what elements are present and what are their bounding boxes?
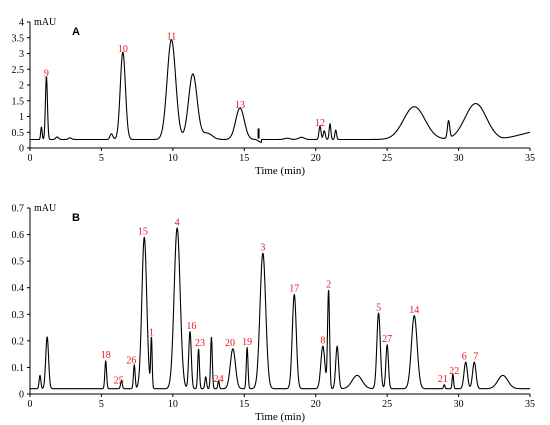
x-tick-label: 25 <box>382 399 392 410</box>
peak-label: 17 <box>289 284 299 295</box>
y-tick-label: 0.7 <box>12 204 25 215</box>
x-tick-label: 10 <box>168 399 178 410</box>
y-tick-label: 1 <box>19 112 24 123</box>
x-tick-label: 0 <box>28 153 33 164</box>
peak-label: 1 <box>149 328 154 339</box>
y-tick-label: 0.1 <box>12 363 25 374</box>
x-tick-label: 15 <box>239 399 249 410</box>
peak-label: 11 <box>167 32 177 43</box>
peak-label: 18 <box>101 350 111 361</box>
x-tick-label: 5 <box>99 399 104 410</box>
x-axis-label: Time (min) <box>255 411 305 423</box>
y-tick-label: 2.5 <box>12 65 25 76</box>
y-tick-label: 4 <box>19 18 24 29</box>
peak-label: 4 <box>175 217 180 228</box>
y-tick-label: 2 <box>19 81 24 92</box>
peak-label: 26 <box>126 355 136 366</box>
x-tick-label: 10 <box>168 153 178 164</box>
peak-label: 3 <box>260 243 265 254</box>
y-tick-label: 0 <box>19 390 24 401</box>
peak-label: 10 <box>118 44 128 55</box>
x-tick-label: 30 <box>454 399 464 410</box>
x-tick-label: 35 <box>525 153 535 164</box>
y-tick-label: 0.4 <box>12 283 25 294</box>
x-tick-label: 35 <box>525 399 535 410</box>
chromatogram-trace <box>29 39 531 144</box>
x-tick-label: 25 <box>382 153 392 164</box>
y-unit-label: mAU <box>34 17 57 28</box>
peak-label: 19 <box>242 337 252 348</box>
peak-label: 8 <box>320 336 325 347</box>
y-tick-label: 0.2 <box>12 336 25 347</box>
panel-B: 00.10.20.30.40.50.60.70 5 10 15 20 25 30 35mAUB… <box>12 203 536 423</box>
peak-label: 25 <box>114 375 124 386</box>
y-tick-label: 0.6 <box>12 230 25 241</box>
y-tick-label: 0 <box>19 144 24 155</box>
y-tick-label: 0.3 <box>12 310 25 321</box>
peak-label: 15 <box>138 227 148 238</box>
peak-label: 2 <box>326 280 331 291</box>
peak-label: 23 <box>195 338 205 349</box>
peak-label: 24 <box>214 374 224 385</box>
x-tick-label: 5 <box>99 153 104 164</box>
peak-label: 22 <box>449 366 459 377</box>
peak-label: 12 <box>315 118 325 129</box>
chromatogram-trace <box>29 227 531 390</box>
x-tick-label: 30 <box>454 153 464 164</box>
peak-label: 14 <box>409 305 419 316</box>
y-unit-label: mAU <box>34 203 57 214</box>
x-axis-label: Time (min) <box>255 165 305 177</box>
panel-A: 0 0.5 1 1.5 2 2.5 3 3.5 4 0 5 10 15 20 25 30 35 mAU A Time … <box>12 17 536 177</box>
peak-label: 27 <box>382 334 392 345</box>
x-tick-label: 20 <box>311 153 321 164</box>
peak-label: 20 <box>225 338 235 349</box>
y-tick-label: 3 <box>19 49 24 60</box>
y-tick-label: 3.5 <box>12 33 25 44</box>
x-tick-label: 15 <box>239 153 249 164</box>
peak-label: 6 <box>462 351 467 362</box>
x-tick-label: 0 <box>28 399 33 410</box>
panel-letter: A <box>72 26 80 38</box>
peak-label: 9 <box>44 68 49 79</box>
panel-letter: B <box>72 212 80 224</box>
peak-label: 7 <box>473 351 478 362</box>
x-tick-label: 20 <box>311 399 321 410</box>
peak-label: 5 <box>376 302 381 313</box>
peak-label: 16 <box>186 321 196 332</box>
y-tick-label: 1.5 <box>12 96 25 107</box>
peak-label: 13 <box>235 100 245 111</box>
y-tick-label: 0.5 <box>12 257 25 268</box>
peak-label: 21 <box>438 374 448 385</box>
y-tick-label: 0.5 <box>12 128 25 139</box>
